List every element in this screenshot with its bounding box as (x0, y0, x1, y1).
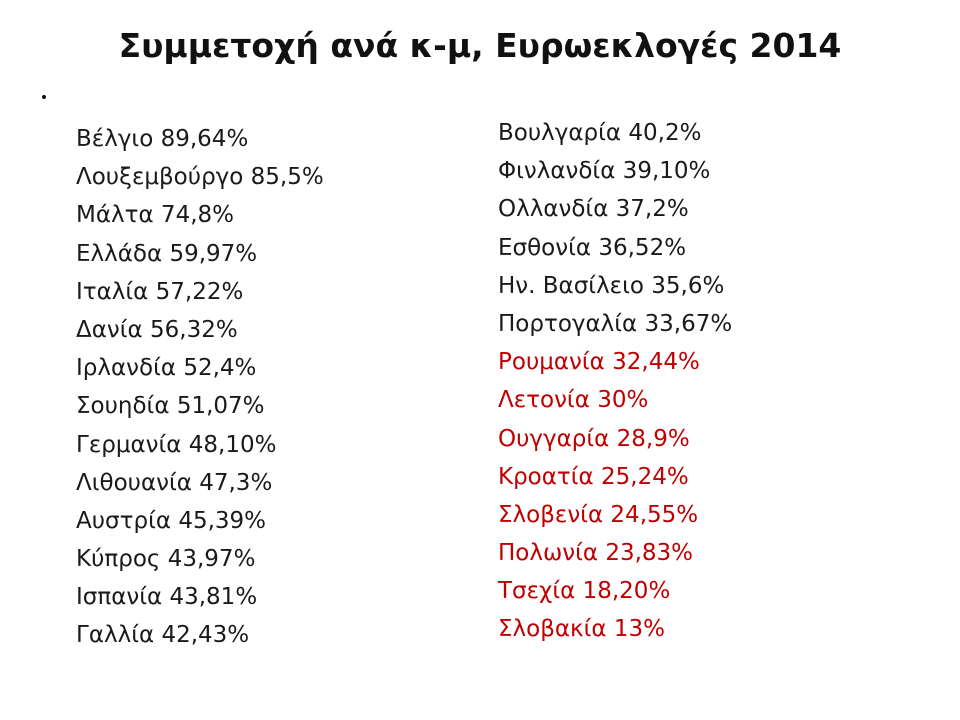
list-item: Ελλάδα 59,97% (76, 240, 258, 267)
list-item: Πολωνία 23,83% (498, 540, 694, 567)
list-item: Σλοβακία 13% (498, 616, 665, 643)
left-column-list: Βέλγιο 89,64% Λουξεμβούργο 85,5% Μάλτα 7… (76, 120, 324, 655)
list-item: Τσεχία 18,20% (498, 578, 671, 605)
list-item: Λετονία 30% (498, 387, 649, 414)
list-item: Ην. Βασίλειο 35,6% (498, 272, 725, 299)
list-item: Κροατία 25,24% (498, 463, 689, 490)
list-item: Βουλγαρία 40,2% (498, 120, 702, 146)
list-item: Πορτογαλία 33,67% (498, 310, 733, 337)
list-item: Ρουμανία 32,44% (498, 349, 700, 376)
list-item: Αυστρία 45,39% (76, 507, 267, 534)
list-item: Ισπανία 43,81% (76, 584, 258, 611)
list-item: Σουηδία 51,07% (76, 393, 265, 420)
list-item: Γερμανία 48,10% (76, 431, 277, 458)
list-item: Κύπρος 43,97% (76, 546, 256, 573)
list-item: Φινλανδία 39,10% (498, 158, 711, 185)
right-column-list: Βουλγαρία 40,2% Φινλανδία 39,10% Ολλανδί… (498, 114, 732, 649)
list-item: Ουγγαρία 28,9% (498, 425, 690, 452)
list-item: Μάλτα 74,8% (76, 202, 235, 229)
bullet-dot (42, 95, 46, 99)
list-item: Λιθουανία 47,3% (76, 469, 273, 496)
slide-title: Συμμετοχή ανά κ-μ, Ευρωεκλογές 2014 (118, 26, 842, 65)
list-item: Λουξεμβούργο 85,5% (76, 164, 324, 191)
list-item: Ιρλανδία 52,4% (76, 355, 257, 382)
list-item: Σλοβενία 24,55% (498, 501, 699, 528)
list-item: Εσθονία 36,52% (498, 234, 687, 261)
list-item: Βέλγιο 89,64% (76, 126, 249, 152)
list-item: Γαλλία 42,43% (76, 622, 250, 649)
list-item: Ιταλία 57,22% (76, 278, 244, 305)
list-item: Δανία 56,32% (76, 316, 238, 343)
list-item: Ολλανδία 37,2% (498, 196, 689, 223)
